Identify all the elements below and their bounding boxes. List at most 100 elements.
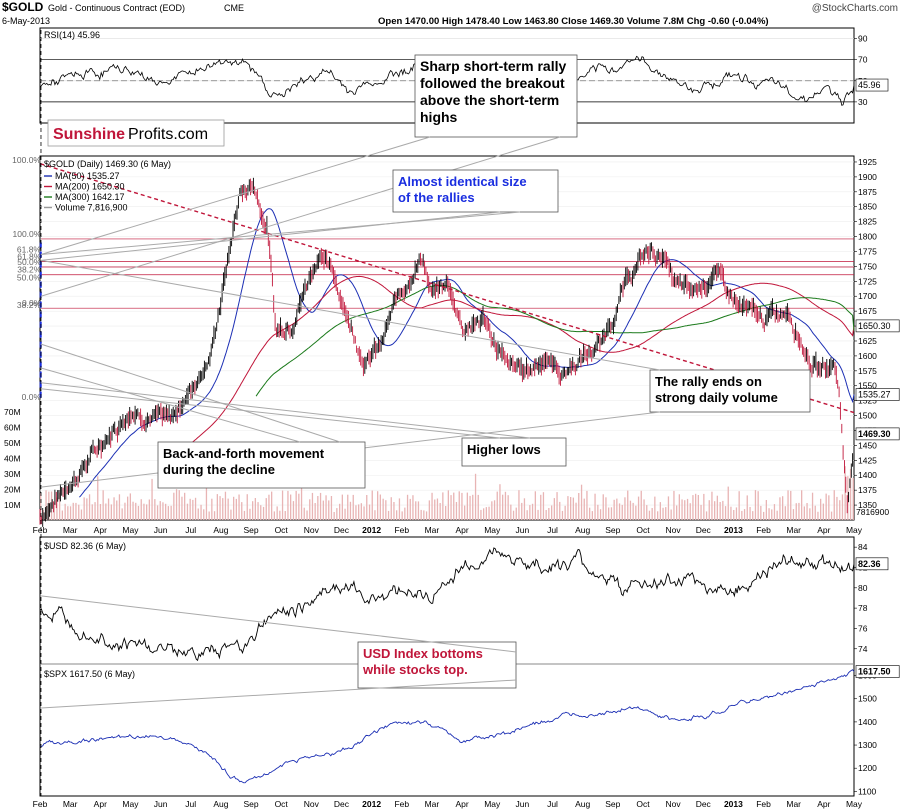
- volume-bar: [599, 509, 602, 520]
- volume-bar: [127, 496, 129, 520]
- fib-level-label: 100.0%: [12, 155, 41, 165]
- volume-bar: [618, 503, 621, 520]
- gold-x-tick: Feb: [756, 525, 771, 535]
- gold-x-tick: Jul: [547, 525, 558, 535]
- volume-bar: [349, 501, 352, 520]
- volume-bar: [205, 484, 208, 520]
- gold-x-tick: May: [122, 525, 139, 535]
- volume-bar: [787, 490, 789, 520]
- volume-bar: [752, 511, 754, 520]
- volume-bar: [404, 507, 406, 520]
- volume-bar: [159, 501, 161, 520]
- volume-bar: [216, 494, 218, 520]
- gold-x-tick: Aug: [575, 525, 590, 535]
- fib-level-label-right: 61.8%: [17, 252, 42, 262]
- bottom-x-tick: Jun: [154, 799, 168, 809]
- volume-bar: [488, 506, 490, 520]
- annotation-breakout-text: above the short-term: [420, 92, 559, 108]
- volume-bar: [809, 508, 811, 520]
- volume-bar: [648, 510, 651, 520]
- ma50-current-badge: 1535.27: [858, 390, 891, 400]
- volume-bar: [56, 497, 58, 520]
- volume-bar: [417, 501, 420, 520]
- volume-bar: [363, 506, 365, 520]
- volume-bar: [526, 510, 528, 520]
- annotation-backforth-text: during the decline: [163, 462, 275, 477]
- volume-bar: [743, 509, 746, 520]
- volume-bar: [817, 511, 819, 520]
- volume-bar: [59, 492, 61, 520]
- volume-bar: [241, 502, 243, 520]
- volume-bar: [368, 504, 371, 520]
- volume-bar: [254, 498, 256, 520]
- volume-bar: [534, 491, 536, 520]
- volume-bar: [825, 493, 827, 520]
- volume-bar: [714, 501, 716, 520]
- volume-bar: [447, 490, 449, 520]
- usd-y-tick: 74: [858, 644, 868, 654]
- volume-bar: [425, 511, 428, 520]
- volume-bar: [681, 499, 683, 520]
- gold-x-tick: Mar: [786, 525, 801, 535]
- gold-y-tick: 1425: [858, 455, 877, 465]
- gold-x-tick: Mar: [425, 525, 440, 535]
- gold-x-tick: Mar: [63, 525, 78, 535]
- volume-bar: [423, 510, 425, 520]
- volume-bar: [116, 500, 118, 520]
- gold-y-tick: 1850: [858, 202, 877, 212]
- volume-bar: [396, 510, 398, 520]
- volume-bar: [107, 498, 110, 520]
- bottom-x-tick: 2013: [724, 799, 743, 809]
- volume-bar: [757, 491, 759, 520]
- volume-bar: [616, 498, 618, 520]
- volume-bar: [186, 503, 189, 520]
- annotation-rallies-box: [392, 169, 559, 213]
- volume-bar: [91, 504, 93, 520]
- volume-bar: [561, 510, 564, 520]
- bottom-x-tick: May: [846, 799, 863, 809]
- volume-bar: [436, 498, 439, 520]
- exchange-label: CME: [224, 3, 244, 13]
- usd-y-tick: 78: [858, 603, 868, 613]
- usd-line: [39, 547, 855, 662]
- annotation-breakout-text: followed the breakout: [420, 75, 565, 91]
- volume-bar: [686, 498, 689, 520]
- bottom-x-tick: Apr: [94, 799, 107, 809]
- gold-y-tick: 1825: [858, 217, 877, 227]
- volume-bar: [765, 500, 767, 520]
- volume-bar: [692, 495, 694, 520]
- volume-bar: [651, 508, 653, 520]
- volume-bar: [773, 504, 776, 520]
- volume-bar: [377, 491, 379, 520]
- volume-bar: [455, 502, 458, 520]
- volume-bar: [194, 497, 197, 520]
- gold-current-badge-box: [855, 427, 900, 441]
- annotation-spx-pointer: [40, 679, 517, 709]
- legend-entry: MA(200) 1650.30: [55, 182, 125, 192]
- annotation-backforth-pointer: [40, 367, 301, 443]
- volume-bar: [763, 511, 765, 520]
- volume-bar: [341, 494, 343, 520]
- volume-bar: [311, 492, 314, 520]
- volume-bar: [227, 498, 229, 520]
- bottom-x-tick: 2012: [362, 799, 381, 809]
- volume-bar: [640, 490, 642, 520]
- gold-y-tick: 1775: [858, 246, 877, 256]
- volume-bar: [330, 496, 333, 520]
- volume-bar: [175, 489, 178, 520]
- bottom-x-tick: Apr: [817, 799, 830, 809]
- volume-bar: [271, 491, 273, 520]
- gold-y-tick: 1350: [858, 500, 877, 510]
- volume-bar: [657, 511, 659, 520]
- volume-bar: [749, 507, 751, 520]
- gold-panel-title: $GOLD (Daily) 1469.30 (6 May): [44, 159, 171, 169]
- volume-bar: [371, 490, 373, 520]
- volume-bar: [333, 512, 335, 520]
- volume-bar: [820, 498, 822, 520]
- volume-bar: [551, 505, 553, 520]
- gold-x-tick: Jun: [154, 525, 168, 535]
- volume-bar: [292, 501, 295, 520]
- usd-current-badge-box: [855, 557, 889, 571]
- volume-bar: [45, 490, 47, 520]
- volume-bar: [771, 509, 773, 520]
